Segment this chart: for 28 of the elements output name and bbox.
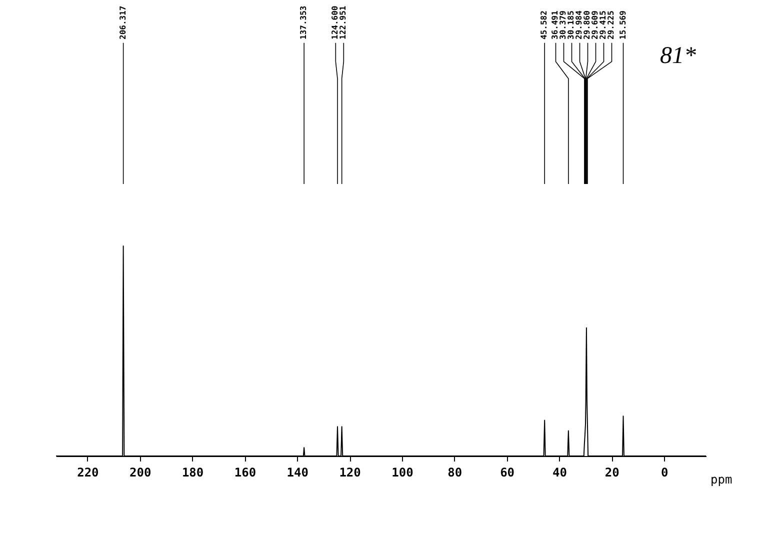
annotation: 29.415 [598,10,608,40]
annotation: 124.600 [330,6,340,40]
x-tick-label: 60 [500,466,515,480]
x-tick-label: 0 [660,466,668,480]
annotation: 29.225 [606,10,616,40]
annotation: 206.317 [118,6,128,40]
annotation: 122.951 [338,6,348,40]
x-tick-label: 180 [182,466,204,480]
x-tick-label: 220 [77,466,99,480]
annotation: 29.609 [590,10,600,40]
annotation: 36.491 [550,10,560,40]
text: 81* [660,43,696,69]
x-tick-label: 160 [234,466,256,480]
annotation: 30.379 [558,10,568,40]
annotation: 29.860 [582,10,592,40]
x-tick-label: 20 [604,466,620,480]
x-tick-label: 80 [448,466,462,480]
x-tick-label: 40 [552,466,567,480]
annotation: 15.569 [618,10,628,40]
x-tick-label: 120 [339,466,361,480]
annotation: 137.353 [299,6,308,40]
x-tick-label: 200 [130,466,152,480]
x-tick-label: 100 [392,466,414,480]
annotation: 45.582 [540,10,549,40]
annotation: 29.984 [574,10,584,40]
x-axis-title: ppm [710,472,732,486]
annotation: 30.185 [566,10,576,40]
x-tick-label: 140 [286,466,308,480]
